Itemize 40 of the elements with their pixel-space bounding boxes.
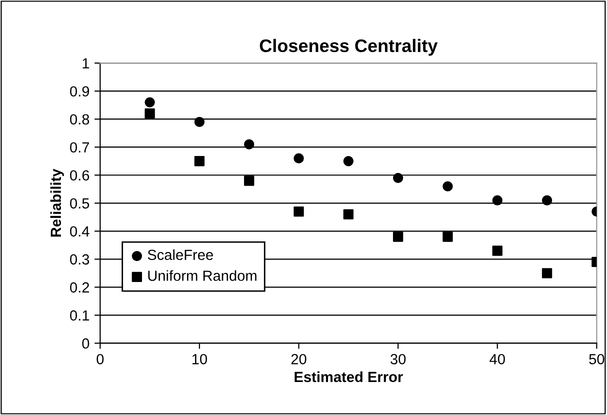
y-tick-label: 0.5 [70, 198, 90, 209]
point [392, 172, 404, 184]
point [492, 246, 502, 256]
y-tick-label: 0.8 [70, 114, 90, 125]
point [194, 116, 205, 127]
y-tick-label: 0.4 [70, 226, 90, 237]
y-tick-label: 0.2 [70, 282, 90, 293]
x-tick-label: 10 [192, 354, 207, 364]
point [144, 108, 155, 119]
x-tick-label: 20 [291, 354, 306, 364]
point [294, 206, 304, 217]
x-axis-title: Estimated Error [294, 371, 403, 382]
point [144, 97, 155, 108]
point [244, 176, 254, 186]
point [442, 232, 453, 242]
point [244, 139, 254, 150]
legend-label: Uniform Random [148, 270, 256, 281]
y-tick-label: 0.9 [70, 86, 90, 97]
legend-label: ScaleFree [148, 249, 213, 260]
y-tick-label: 0.3 [70, 254, 90, 265]
y-tick-label: 0 [82, 338, 90, 349]
point [542, 268, 552, 278]
y-tick-label: 0.6 [70, 170, 90, 181]
x-tick-label: 0 [96, 354, 104, 364]
point [343, 209, 354, 220]
point [392, 232, 404, 242]
x-tick-label: 30 [390, 354, 406, 364]
y-axis-title: Reliability [50, 168, 64, 237]
y-tick-label: 0.7 [70, 142, 90, 153]
x-tick-label: 40 [490, 354, 505, 364]
y-tick-label: 1 [82, 58, 90, 68]
point [492, 195, 502, 206]
point [542, 195, 552, 206]
chart-title: Closeness Centrality [260, 38, 438, 56]
point [294, 153, 304, 164]
x-tick-label: 50 [589, 354, 604, 364]
point [343, 156, 354, 166]
point [442, 181, 453, 192]
point [194, 156, 205, 166]
y-tick-label: 0.1 [70, 310, 90, 321]
